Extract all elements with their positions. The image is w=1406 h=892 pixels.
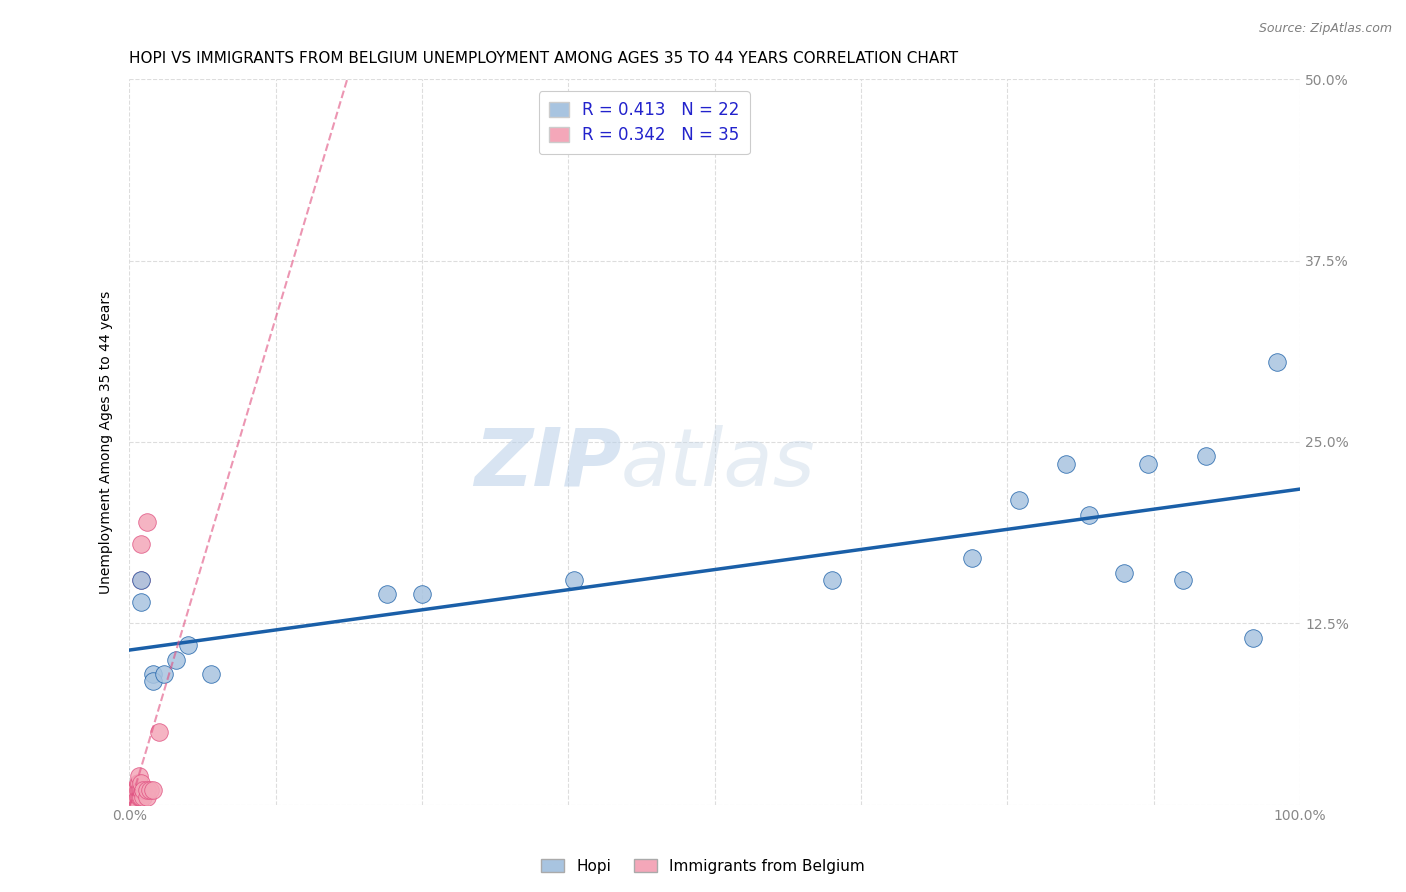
Point bbox=[127, 776, 149, 790]
Y-axis label: Unemployment Among Ages 35 to 44 years: Unemployment Among Ages 35 to 44 years bbox=[100, 291, 114, 593]
Point bbox=[1114, 566, 1136, 580]
Point bbox=[125, 790, 148, 805]
Point bbox=[1008, 493, 1031, 508]
Point bbox=[129, 573, 152, 587]
Point bbox=[128, 790, 150, 805]
Point bbox=[129, 783, 152, 797]
Point bbox=[128, 783, 150, 797]
Point bbox=[128, 790, 150, 805]
Point bbox=[962, 551, 984, 566]
Point bbox=[139, 783, 162, 797]
Point bbox=[121, 797, 143, 812]
Point bbox=[1195, 450, 1218, 464]
Point bbox=[127, 797, 149, 812]
Point bbox=[153, 667, 176, 681]
Point bbox=[128, 783, 150, 797]
Point bbox=[128, 776, 150, 790]
Point bbox=[129, 573, 152, 587]
Point bbox=[148, 725, 170, 739]
Text: atlas: atlas bbox=[621, 425, 815, 503]
Point bbox=[562, 573, 585, 587]
Point bbox=[127, 783, 149, 797]
Point bbox=[135, 515, 157, 529]
Point bbox=[127, 790, 149, 805]
Point bbox=[124, 783, 146, 797]
Point bbox=[129, 594, 152, 608]
Point bbox=[121, 783, 143, 797]
Point bbox=[124, 797, 146, 812]
Point bbox=[142, 783, 165, 797]
Point bbox=[1265, 355, 1288, 369]
Point bbox=[132, 783, 155, 797]
Point bbox=[129, 790, 152, 805]
Point bbox=[1054, 457, 1077, 471]
Point bbox=[177, 638, 200, 652]
Point bbox=[821, 573, 844, 587]
Point bbox=[1078, 508, 1101, 522]
Point bbox=[132, 790, 155, 805]
Point bbox=[124, 790, 146, 805]
Point bbox=[129, 776, 152, 790]
Point bbox=[135, 783, 157, 797]
Point bbox=[129, 536, 152, 550]
Point bbox=[142, 667, 165, 681]
Point bbox=[1136, 457, 1159, 471]
Point bbox=[125, 797, 148, 812]
Text: Source: ZipAtlas.com: Source: ZipAtlas.com bbox=[1258, 22, 1392, 36]
Text: HOPI VS IMMIGRANTS FROM BELGIUM UNEMPLOYMENT AMONG AGES 35 TO 44 YEARS CORRELATI: HOPI VS IMMIGRANTS FROM BELGIUM UNEMPLOY… bbox=[129, 51, 959, 66]
Point bbox=[142, 674, 165, 689]
Point bbox=[121, 790, 143, 805]
Point bbox=[125, 783, 148, 797]
Point bbox=[122, 797, 145, 812]
Point bbox=[135, 790, 157, 805]
Point bbox=[165, 652, 187, 666]
Point bbox=[128, 797, 150, 812]
Point bbox=[1171, 573, 1194, 587]
Point bbox=[375, 587, 398, 601]
Point bbox=[122, 790, 145, 805]
Point bbox=[200, 667, 222, 681]
Point bbox=[411, 587, 433, 601]
Legend: R = 0.413   N = 22, R = 0.342   N = 35: R = 0.413 N = 22, R = 0.342 N = 35 bbox=[538, 91, 749, 154]
Text: ZIP: ZIP bbox=[474, 425, 621, 503]
Point bbox=[1241, 631, 1264, 645]
Point bbox=[128, 769, 150, 783]
Legend: Hopi, Immigrants from Belgium: Hopi, Immigrants from Belgium bbox=[534, 853, 872, 880]
